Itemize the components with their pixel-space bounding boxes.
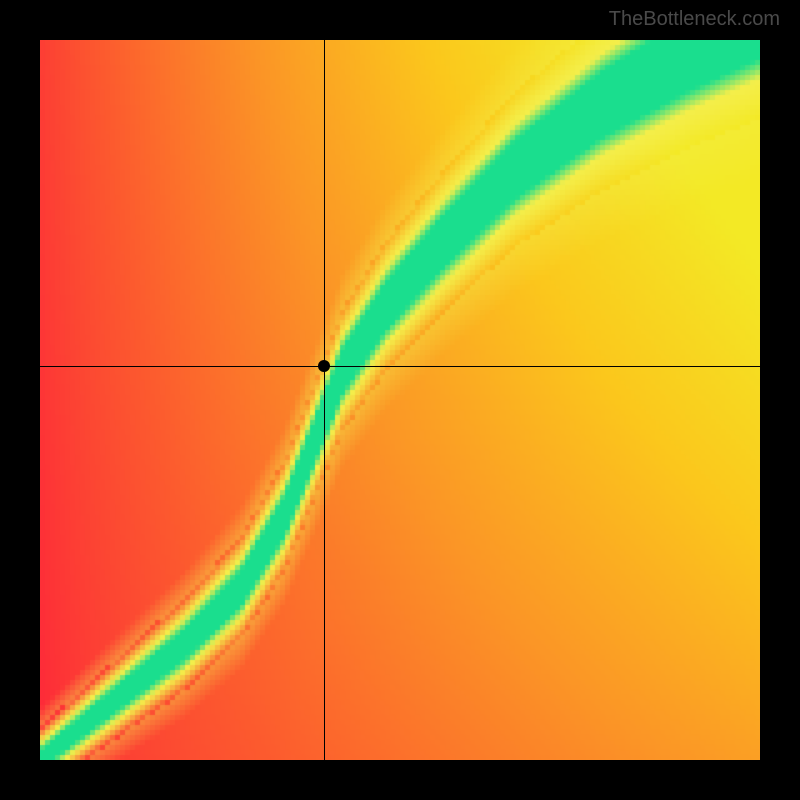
watermark-text: TheBottleneck.com	[609, 8, 780, 31]
crosshair-marker-dot	[318, 360, 330, 372]
heatmap-canvas	[40, 40, 760, 760]
crosshair-vertical	[324, 40, 325, 760]
bottleneck-heatmap	[40, 40, 760, 760]
crosshair-horizontal	[40, 366, 760, 367]
